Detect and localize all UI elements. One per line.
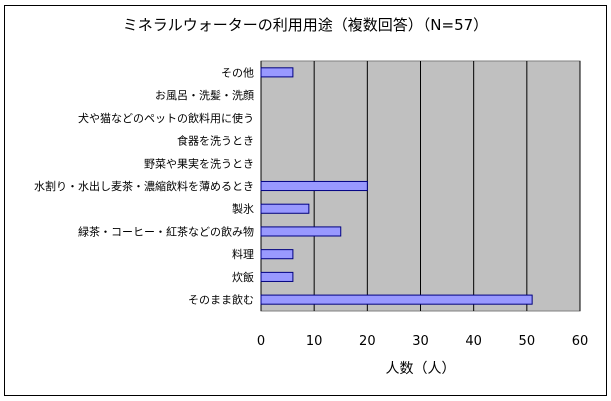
x-tick-label: 0 — [257, 334, 265, 349]
x-tick-label: 50 — [519, 334, 536, 349]
chart-title: ミネラルウォーターの利用用途（複数回答）（N=57） — [122, 16, 489, 34]
category-label: その他 — [221, 66, 254, 79]
bar — [260, 203, 310, 214]
category-labels: その他お風呂・洗髪・洗顔犬や猫などのペットの飲料用に使う食器を洗うとき野菜や果実… — [34, 66, 254, 306]
category-label: 製氷 — [232, 202, 254, 216]
x-tick-label: 40 — [465, 334, 482, 349]
x-tick-label: 10 — [306, 334, 323, 349]
bar — [260, 271, 294, 282]
bar — [260, 249, 294, 260]
category-label: 水割り・水出し麦茶・濃縮飲料を薄めるとき — [34, 179, 254, 193]
x-tick-label: 30 — [412, 334, 429, 349]
x-tick-labels: 0 10 20 30 40 50 60 — [257, 334, 588, 349]
x-tick-label: 60 — [572, 334, 589, 349]
category-label: 炊飯 — [232, 270, 254, 284]
category-label: 料理 — [232, 247, 254, 261]
bars — [260, 67, 533, 305]
bar — [260, 180, 368, 192]
category-label: 野菜や果実を洗うとき — [144, 156, 254, 170]
category-label: 食器を洗うとき — [177, 134, 254, 148]
bar — [260, 294, 533, 305]
x-tick-label: 20 — [359, 334, 376, 349]
x-axis-title: 人数（人） — [386, 361, 456, 377]
bar — [260, 226, 342, 237]
bar — [260, 67, 294, 78]
category-label: 緑茶・コーヒー・紅茶などの飲み物 — [78, 224, 254, 238]
category-label: お風呂・洗髪・洗顔 — [155, 88, 254, 102]
gridlines — [260, 61, 581, 311]
category-label: 犬や猫などのペットの飲料用に使う — [78, 111, 254, 125]
category-label: そのまま飲む — [188, 293, 254, 307]
